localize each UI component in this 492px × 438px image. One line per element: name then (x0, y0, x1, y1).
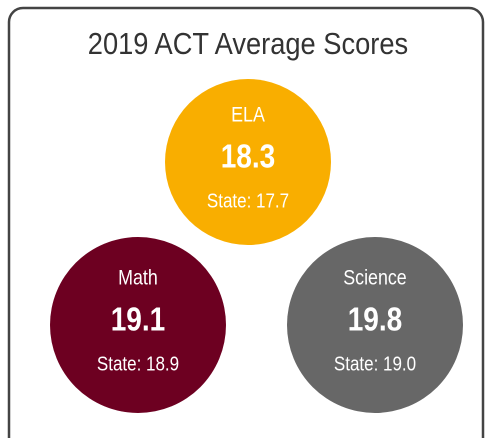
state-score: State: 17.7 (207, 189, 289, 212)
subject-label: ELA (231, 103, 265, 127)
score-value: 19.8 (348, 302, 403, 339)
score-value: 19.1 (111, 302, 166, 339)
score-circle (165, 79, 331, 245)
state-score: State: 18.9 (97, 352, 179, 375)
title: 2019 ACT Average Scores (88, 28, 408, 62)
subject-label: Math (118, 266, 158, 290)
subject-label: Science (343, 266, 406, 290)
state-score: State: 19.0 (334, 352, 416, 375)
score-value: 18.3 (221, 139, 276, 176)
score-circle (50, 237, 226, 413)
score-circle (287, 237, 463, 413)
